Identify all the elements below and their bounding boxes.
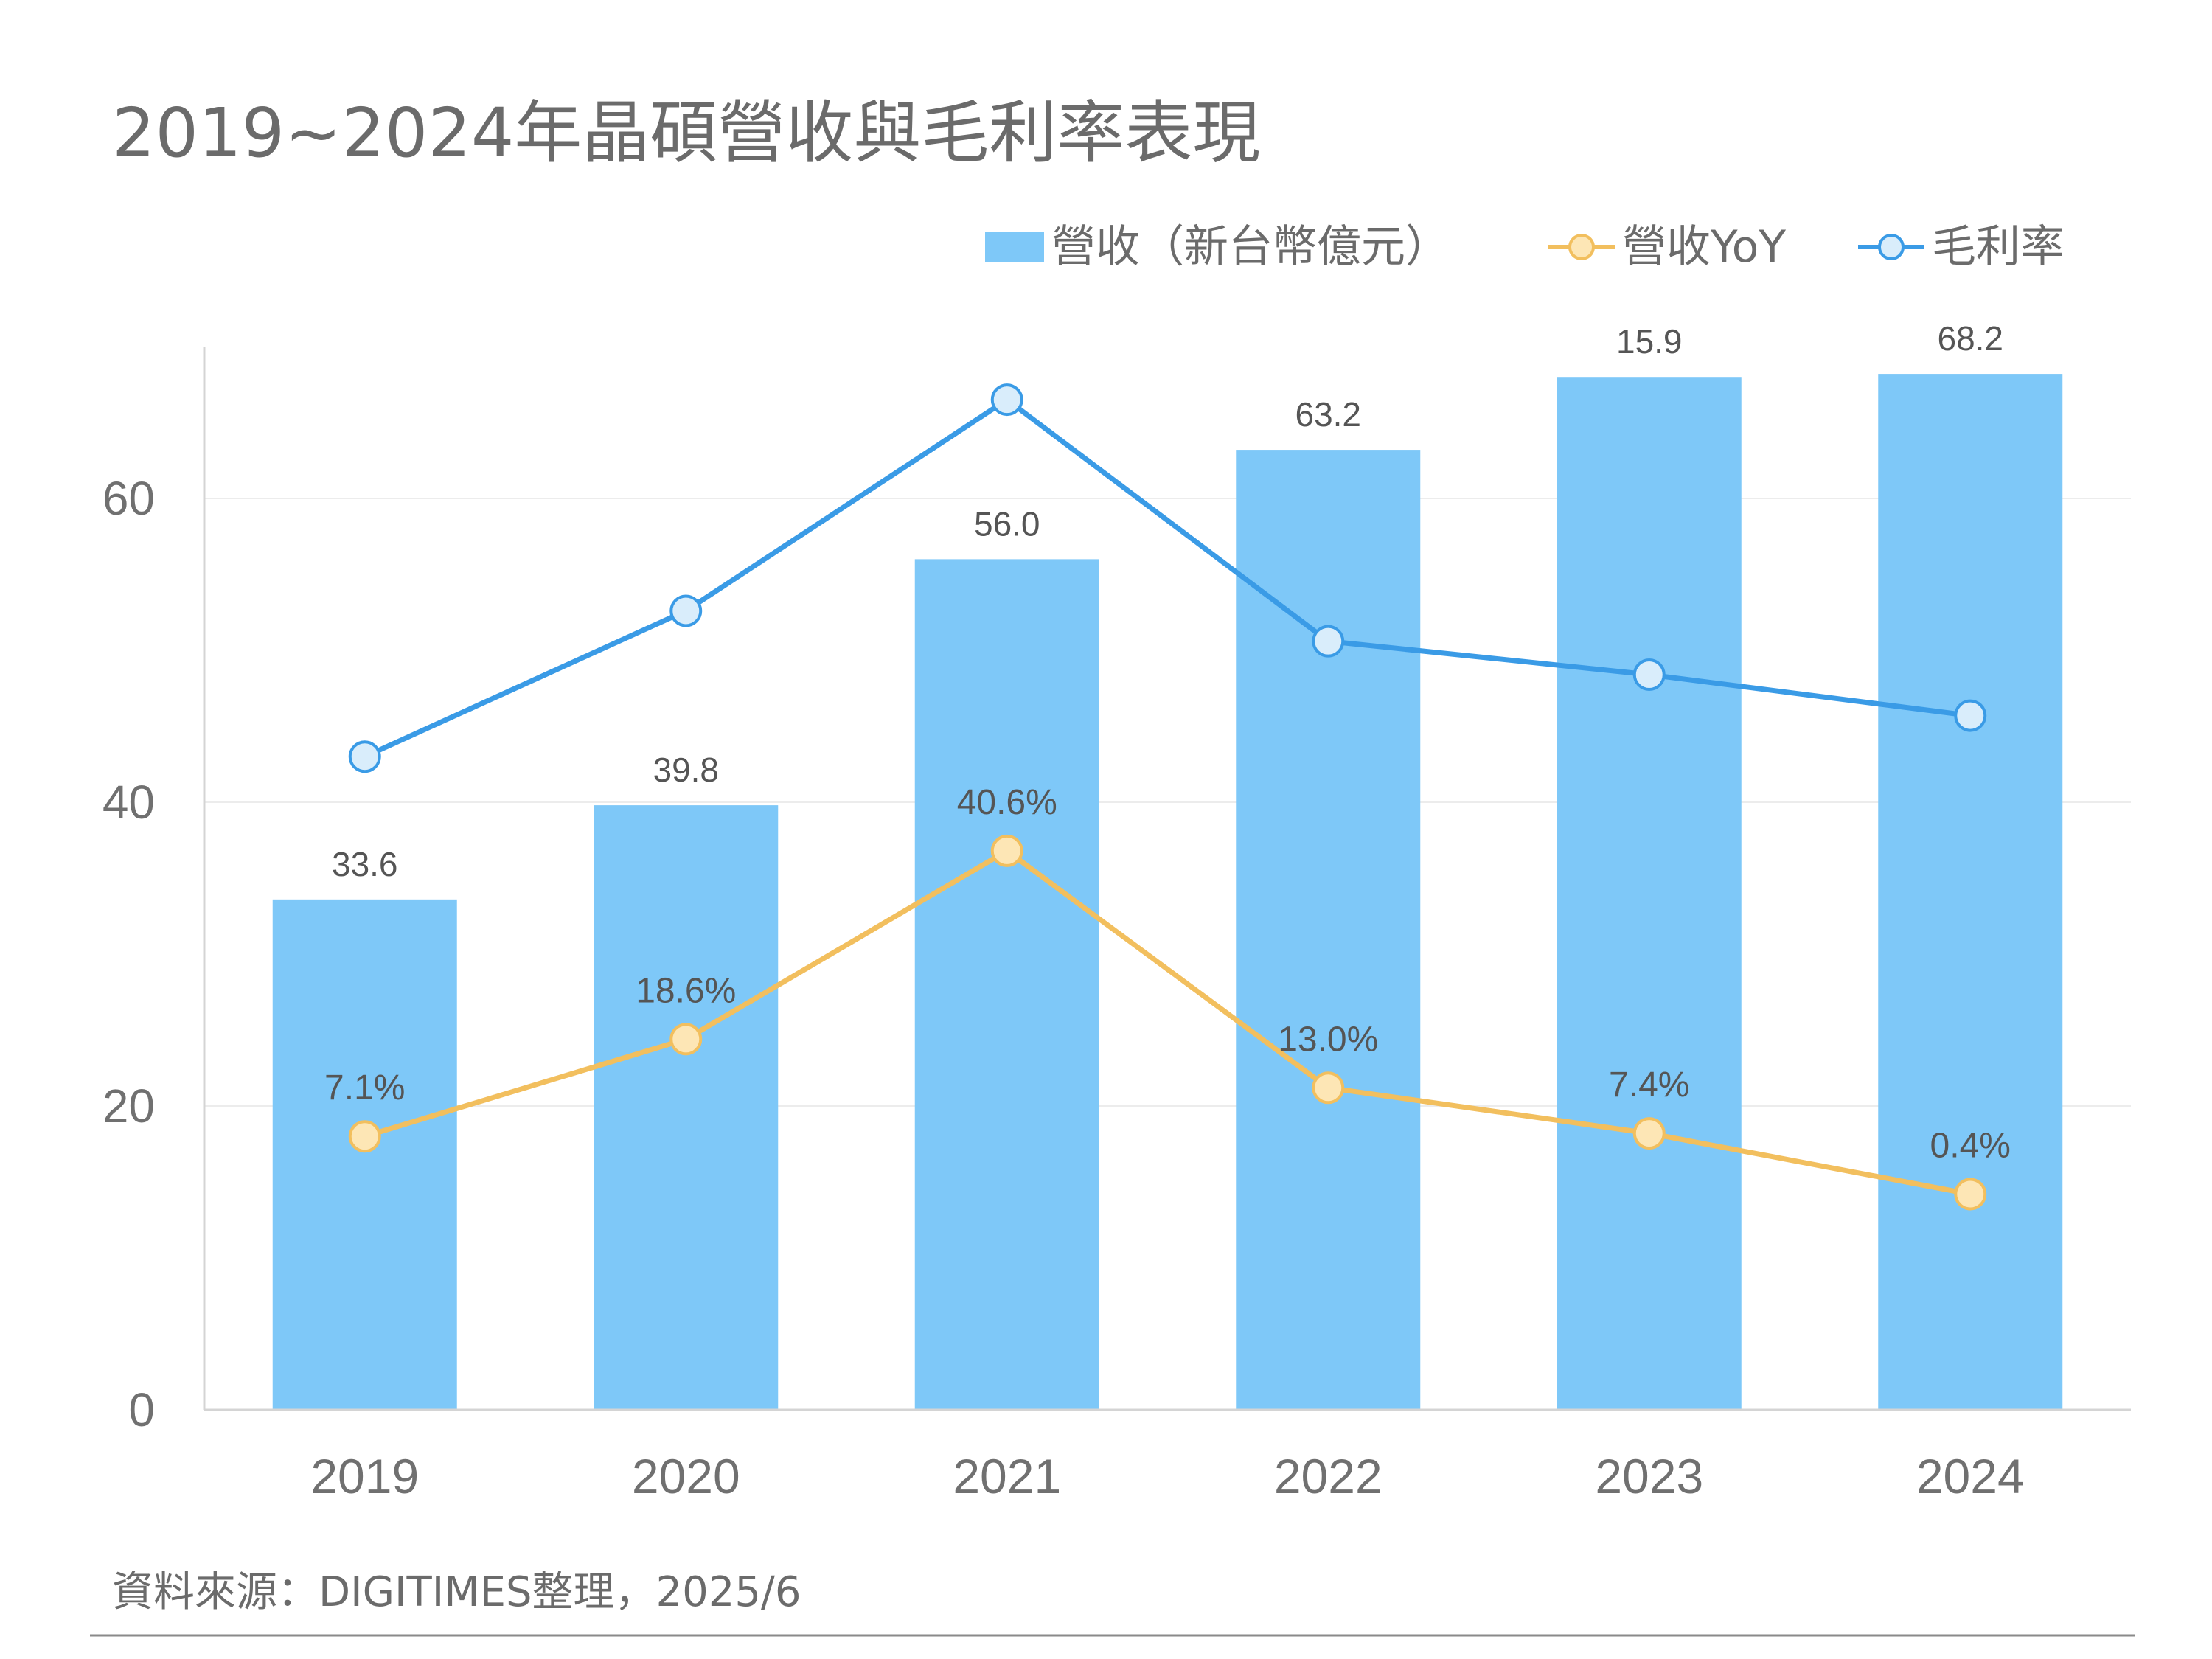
x-tick-label: 2022 <box>1274 1449 1382 1503</box>
legend-marker-yoy <box>1568 234 1595 260</box>
bar-value-label: 63.2 <box>1295 395 1361 434</box>
chart-title: 2019~2024年晶碩營收與毛利率表現 <box>112 94 1260 173</box>
y-tick-label: 60 <box>102 472 155 525</box>
bar-revenue-2021 <box>914 559 1099 1410</box>
bar-value-label: 39.8 <box>653 751 719 789</box>
legend-label-revenue: 營收（新台幣億元） <box>1051 221 1450 273</box>
x-tick-label: 2019 <box>310 1449 419 1503</box>
x-tick-label: 2023 <box>1595 1449 1703 1503</box>
marker-yoy <box>1312 1071 1345 1105</box>
x-tick-label: 2024 <box>1916 1449 2025 1503</box>
bar-value-label: 33.6 <box>332 845 398 883</box>
y-axis: 0 20 40 60 <box>102 347 206 1436</box>
marker-gross-margin <box>669 594 703 627</box>
x-axis: 2019 2020 2021 2022 2023 2024 <box>204 1408 2131 1503</box>
marker-gross-margin <box>1954 699 1987 732</box>
bar-value-label: 68.2 <box>1937 319 2003 358</box>
yoy-value-label: 18.6% <box>636 971 736 1010</box>
marker-yoy <box>669 1023 703 1056</box>
bar-revenue-2020 <box>594 805 779 1410</box>
bar-revenue-2023 <box>1557 377 1742 1411</box>
legend-swatch-revenue <box>985 232 1044 262</box>
yoy-value-label: 13.0% <box>1278 1020 1378 1059</box>
marker-gross-margin <box>1632 658 1666 691</box>
yoy-value-label: 40.6% <box>957 783 1057 822</box>
marker-yoy <box>990 834 1023 867</box>
marker-gross-margin <box>348 740 381 773</box>
marker-yoy <box>1632 1117 1666 1150</box>
y-tick-label: 40 <box>102 776 155 829</box>
bar-revenue-2022 <box>1236 450 1421 1410</box>
bar-value-label: 15.9 <box>1616 322 1683 361</box>
legend: 營收（新台幣億元） 營收YoY 毛利率 <box>985 221 2065 273</box>
data-labels: 33.6 39.8 56.0 63.2 15.9 68.2 7.1% 18.6% 40.6% 13… <box>324 319 2011 1165</box>
marker-yoy <box>348 1120 381 1153</box>
bar-revenue-2019 <box>272 899 457 1410</box>
yoy-value-label: 7.4% <box>1609 1065 1689 1105</box>
marker-gross-margin <box>990 383 1023 417</box>
legend-marker-margin <box>1878 234 1905 260</box>
marker-yoy <box>1954 1178 1987 1211</box>
series-lines <box>348 383 1987 1211</box>
y-tick-label: 0 <box>128 1383 155 1436</box>
gridlines <box>204 498 2131 1107</box>
legend-label-margin: 毛利率 <box>1932 221 2065 273</box>
bar-value-label: 56.0 <box>974 504 1040 543</box>
bars <box>272 374 2063 1411</box>
y-tick-label: 20 <box>102 1079 155 1133</box>
bar-revenue-2024 <box>1878 374 2063 1411</box>
line-yoy <box>364 848 1971 1197</box>
x-tick-label: 2021 <box>953 1449 1061 1503</box>
source-note: 資料來源：DIGITIMES整理，2025/6 <box>112 1568 801 1616</box>
x-tick-label: 2020 <box>632 1449 740 1503</box>
legend-label-yoy: 營收YoY <box>1622 221 1786 273</box>
yoy-value-label: 7.1% <box>324 1068 405 1107</box>
yoy-value-label: 0.4% <box>1930 1126 2011 1165</box>
line-gross-margin <box>364 397 1971 759</box>
marker-gross-margin <box>1312 625 1345 658</box>
